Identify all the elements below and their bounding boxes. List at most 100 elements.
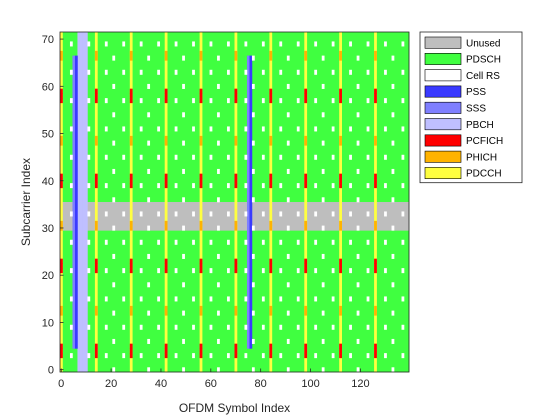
cell-rs — [157, 98, 161, 104]
pcfich-cell — [129, 268, 133, 274]
pcfich-cell — [269, 183, 273, 189]
pcfich-cell — [94, 98, 98, 104]
cell-rs — [244, 41, 248, 47]
cell-rs — [321, 282, 325, 288]
pcfich-cell — [339, 173, 342, 179]
cell-rs — [182, 55, 185, 61]
pcfich-cell — [199, 258, 203, 264]
phich-cell — [234, 140, 238, 146]
pcfich-cell — [374, 348, 377, 354]
cell-rs — [391, 282, 395, 288]
pcfich-cell — [234, 268, 238, 274]
pdcch-column — [199, 32, 203, 373]
cell-rs — [244, 98, 248, 104]
pcfich-cell — [94, 343, 98, 349]
pcfich-cell — [374, 183, 377, 189]
cell-rs — [244, 296, 248, 302]
cell-rs — [122, 69, 126, 75]
pcfich-cell — [269, 93, 273, 99]
cell-rs — [227, 154, 230, 160]
phich-cell — [234, 305, 238, 311]
cell-rs — [279, 268, 283, 274]
cell-rs — [209, 268, 213, 274]
cell-rs — [356, 282, 360, 288]
cell-rs — [227, 268, 230, 274]
cell-rs — [286, 225, 290, 231]
y-tick-label: 30 — [42, 223, 54, 235]
pcfich-cell — [94, 258, 98, 264]
phich-cell — [304, 140, 308, 146]
cell-rs — [286, 168, 290, 174]
pcfich-cell — [164, 183, 168, 189]
sss-column — [246, 55, 250, 349]
cell-rs — [401, 154, 405, 160]
cell-rs — [192, 98, 195, 104]
pcfich-cell — [374, 178, 377, 184]
cell-rs — [112, 168, 116, 174]
cell-rs — [87, 41, 91, 47]
cell-rs — [87, 183, 91, 189]
legend-swatch — [424, 118, 462, 131]
cell-rs — [209, 183, 213, 189]
cell-rs — [349, 268, 352, 274]
cell-rs — [217, 282, 220, 288]
cell-rs — [192, 183, 195, 189]
cell-rs — [349, 69, 352, 75]
cell-rs — [227, 126, 230, 132]
cell-rs — [104, 268, 108, 274]
cell-rs — [366, 353, 370, 359]
cell-rs — [349, 41, 352, 47]
phich-cell — [94, 135, 98, 141]
cell-rs — [174, 324, 178, 330]
cell-rs — [251, 197, 255, 203]
cell-rs — [139, 98, 143, 104]
cell-rs — [122, 154, 126, 160]
cell-rs — [147, 282, 151, 288]
cell-rs — [147, 310, 151, 316]
cell-rs — [174, 41, 178, 47]
cell-rs — [244, 211, 248, 217]
cell-rs — [384, 239, 387, 245]
cell-rs — [147, 225, 151, 231]
legend-swatch — [424, 101, 462, 114]
pcfich-cell — [339, 93, 342, 99]
cell-rs — [192, 41, 195, 47]
cell-rs — [209, 126, 213, 132]
cell-rs — [192, 154, 195, 160]
phich-cell — [129, 225, 133, 231]
legend-swatch — [424, 36, 462, 49]
legend-swatch — [424, 150, 462, 163]
cell-rs — [349, 126, 352, 132]
cell-rs — [69, 126, 73, 132]
cell-rs — [401, 98, 405, 104]
phich-cell — [304, 50, 308, 56]
pcfich-cell — [199, 348, 203, 354]
pcfich-cell — [164, 268, 168, 274]
cell-rs — [296, 268, 300, 274]
cell-rs — [192, 268, 195, 274]
x-tick-label: 60 — [205, 378, 217, 390]
pcfich-cell — [164, 258, 168, 264]
pcfich-cell — [374, 268, 377, 274]
cell-rs — [296, 324, 300, 330]
cell-rs — [261, 183, 265, 189]
cell-rs — [286, 197, 290, 203]
cell-rs — [122, 98, 126, 104]
cell-rs — [104, 98, 108, 104]
cell-rs — [244, 126, 248, 132]
cell-rs — [209, 324, 213, 330]
cell-rs — [174, 296, 178, 302]
x-tick-label: 0 — [58, 378, 64, 390]
pcfich-cell — [129, 93, 133, 99]
pcfich-cell — [129, 173, 133, 179]
cell-rs — [209, 296, 213, 302]
pcfich-cell — [199, 98, 203, 104]
pcfich-cell — [94, 353, 98, 359]
cell-rs — [87, 126, 91, 132]
cell-rs — [182, 83, 185, 89]
cell-rs — [286, 282, 290, 288]
pdcch-column — [234, 32, 238, 373]
phich-cell — [339, 225, 342, 231]
cell-rs — [314, 296, 318, 302]
cell-rs — [331, 296, 335, 302]
